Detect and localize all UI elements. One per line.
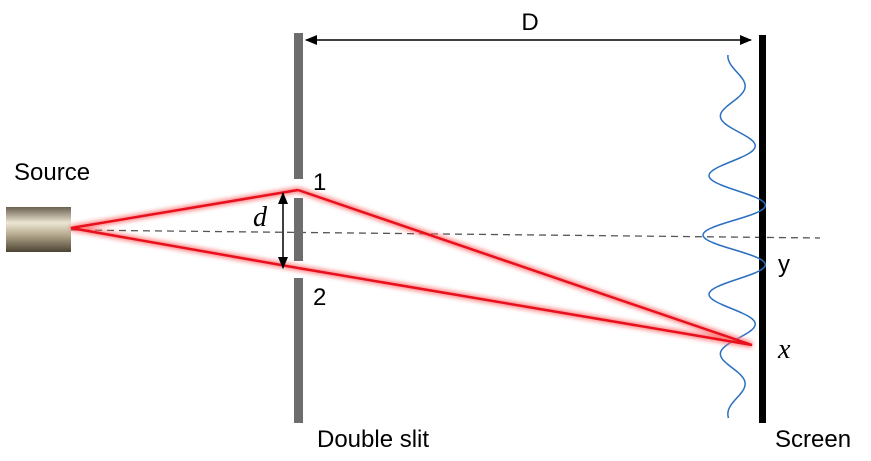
distance-label: D	[521, 9, 538, 36]
slit-barrier	[294, 33, 303, 179]
screen-label: Screen	[775, 426, 851, 453]
slit-1-label: 1	[313, 169, 326, 196]
source-label: Source	[14, 159, 90, 186]
center-line	[70, 229, 821, 239]
slit-barrier	[294, 198, 303, 261]
x-label: x	[777, 334, 791, 365]
y-label: y	[778, 251, 790, 278]
interference-pattern	[702, 55, 767, 419]
light-rays	[70, 187, 753, 348]
slit-barrier	[294, 278, 303, 423]
double-slit-label: Double slit	[317, 426, 429, 453]
slit-2-label: 2	[313, 284, 326, 311]
screen	[759, 35, 766, 423]
light-source	[6, 207, 71, 252]
separation-label: d	[253, 202, 268, 233]
